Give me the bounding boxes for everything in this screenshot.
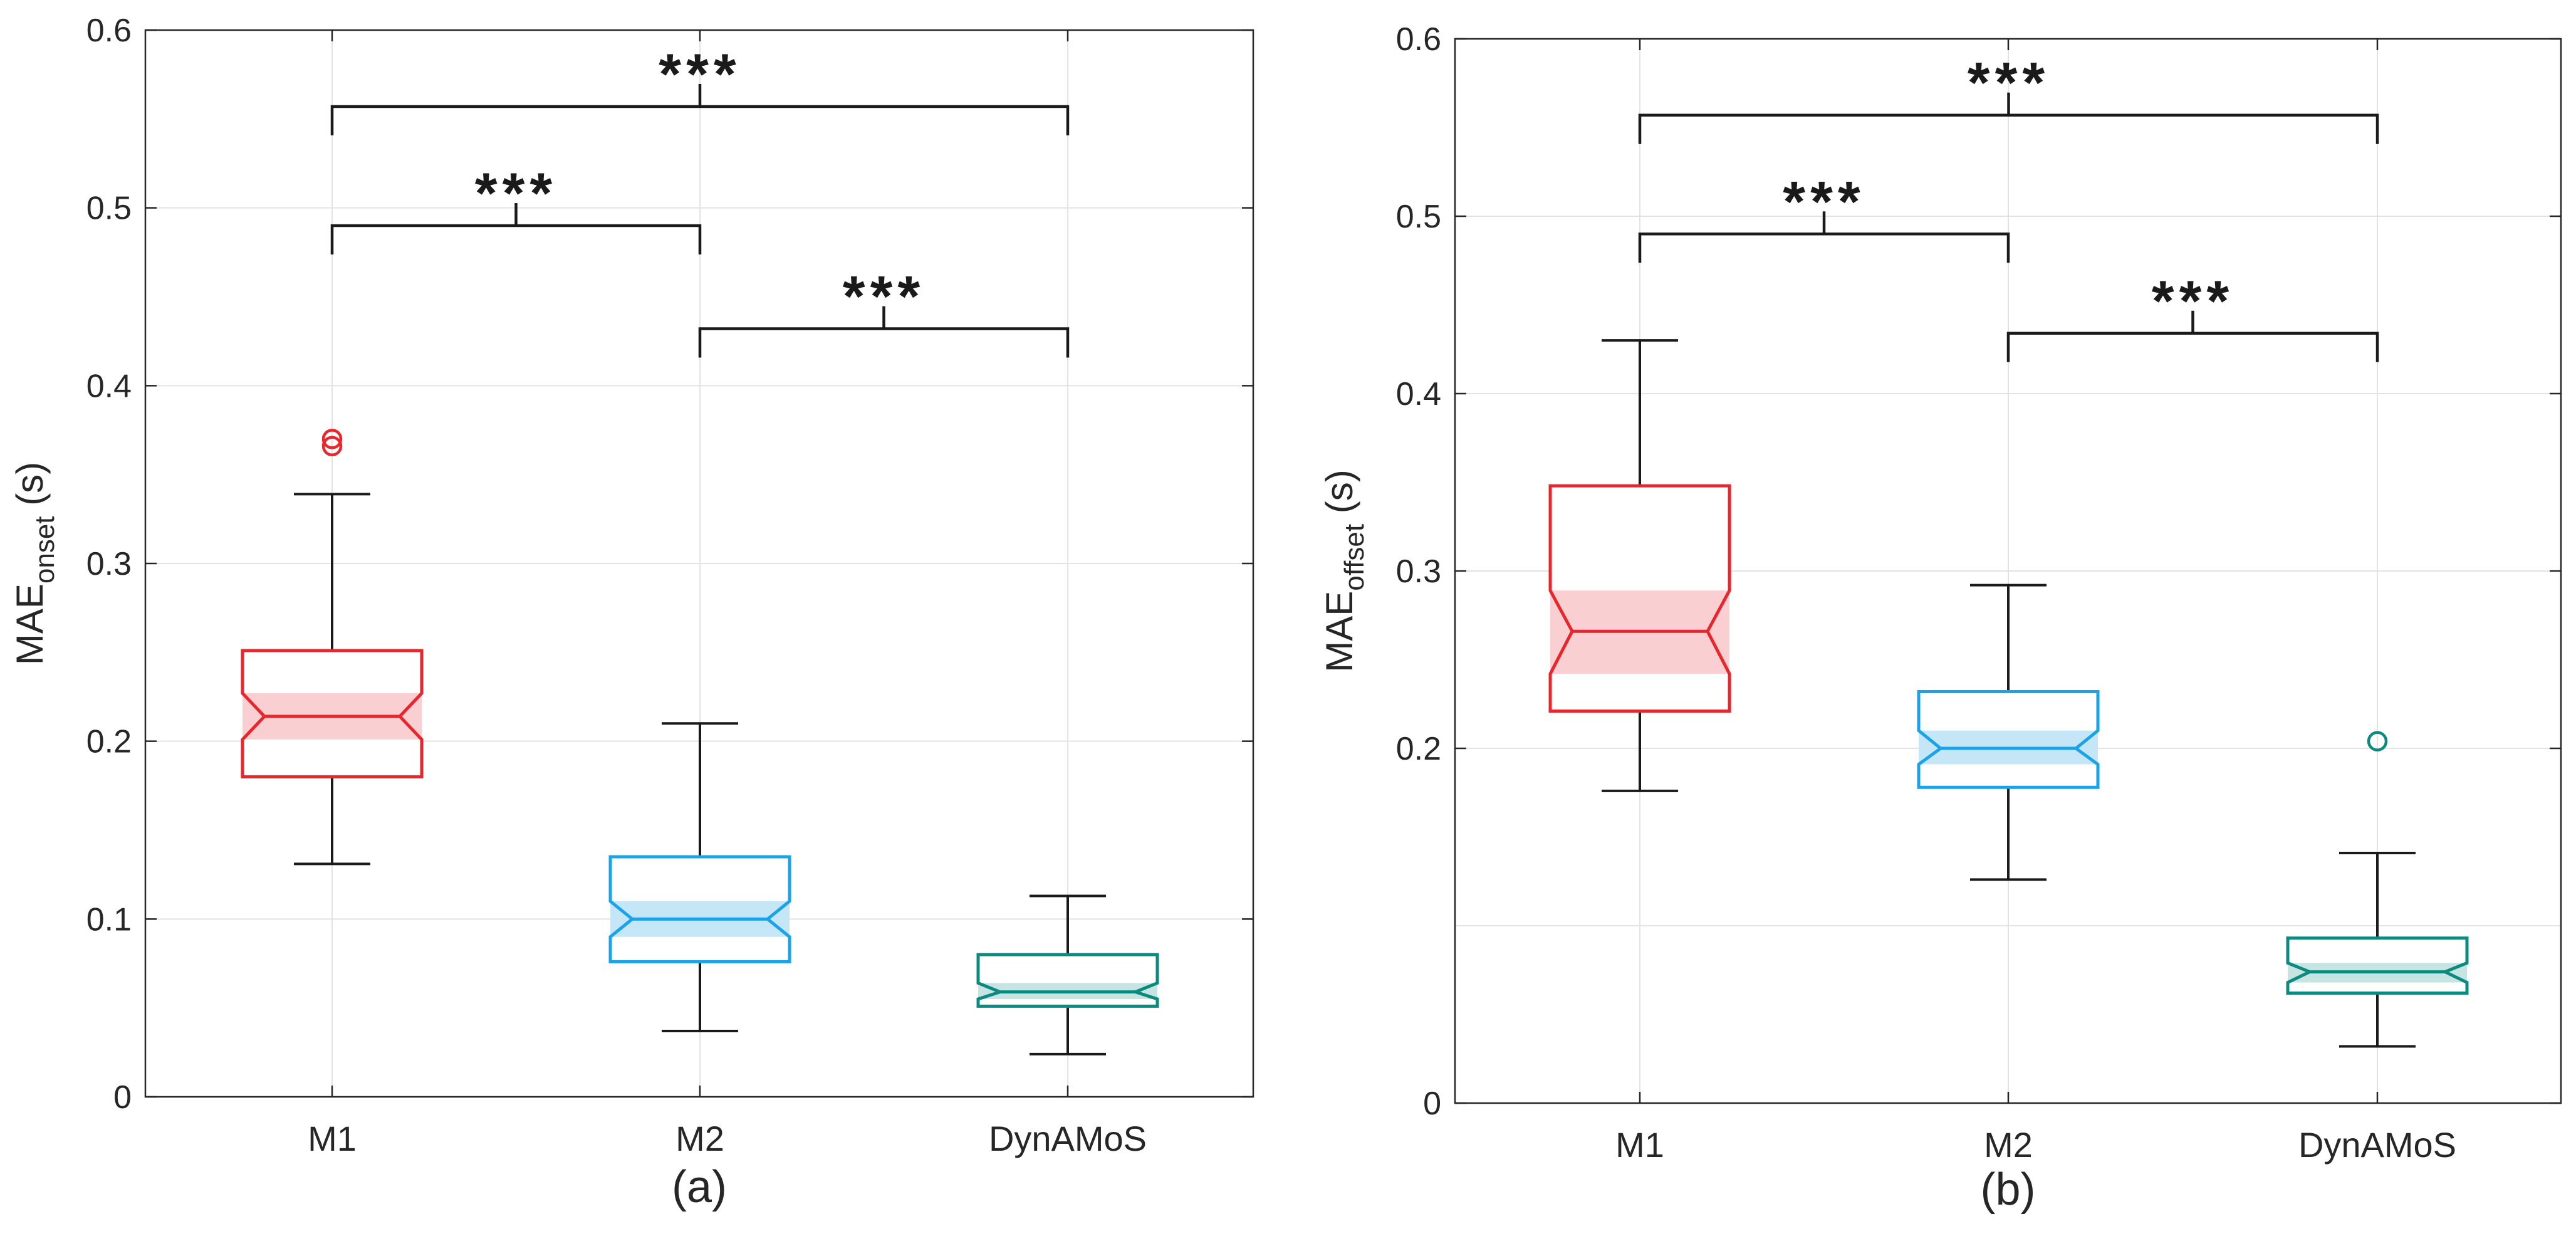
- outlier-marker: [321, 429, 343, 449]
- significance-bracket: ***: [2006, 270, 2379, 362]
- box-outline: [608, 855, 791, 963]
- y-axis-label: MAEoffset (s): [1318, 469, 1370, 673]
- y-tick-label: 0.3: [1396, 553, 1441, 590]
- significance-bracket: ***: [1638, 51, 2379, 144]
- y-tick-label: 0.5: [1396, 199, 1441, 235]
- y-tick-label: 0.6: [1396, 21, 1441, 58]
- x-tick-label: M1: [308, 1119, 357, 1158]
- y-tick-label: 0: [113, 1079, 132, 1116]
- outlier-marker: [321, 436, 343, 457]
- box-outline: [2286, 936, 2469, 995]
- y-tick-label: 0.2: [86, 724, 132, 760]
- y-axis-label-subscript: offset: [1339, 524, 1370, 591]
- x-tick-label: M2: [675, 1119, 724, 1158]
- significance-stars: ***: [1968, 51, 2050, 115]
- y-axis-label-unit: (s): [9, 462, 51, 516]
- x-tick-label: M1: [1615, 1125, 1664, 1165]
- y-tick-label: 0: [1423, 1086, 1441, 1122]
- y-tick-label: 0.4: [1396, 376, 1441, 412]
- significance-bracket: ***: [330, 162, 702, 255]
- chart-panel-b: 0 0.2 0.3 0.4 0.5 0.6 M1 M2 DynAMoS MAEoffset (s)…: [1318, 21, 2562, 1215]
- y-axis-label-subscript: onset: [29, 516, 60, 584]
- y-axis-label-main: MAE: [9, 584, 51, 665]
- box-dynamos: [976, 894, 1159, 1055]
- box-dynamos: [2286, 731, 2469, 1048]
- significance-stars: ***: [2152, 270, 2234, 333]
- x-tick-label: M2: [1984, 1125, 2033, 1165]
- y-tick-label: 0.2: [1396, 731, 1441, 767]
- panel-caption: (b): [1981, 1165, 2036, 1215]
- y-tick-label: 0.3: [86, 546, 132, 582]
- significance-stars: ***: [1783, 170, 1865, 234]
- box-m2: [608, 722, 791, 1033]
- significance-bracket: ***: [330, 43, 1070, 135]
- box-outline: [976, 953, 1159, 1008]
- y-axis-label-main: MAE: [1318, 591, 1360, 673]
- outlier-marker: [2367, 731, 2388, 751]
- box-m2: [1917, 584, 2100, 881]
- x-tick-label: DynAMoS: [989, 1119, 1147, 1158]
- significance-stars: ***: [843, 265, 925, 329]
- y-tick-label: 0.4: [86, 368, 132, 404]
- significance-stars: ***: [475, 162, 557, 226]
- box-outline: [241, 649, 424, 778]
- box-m1: [241, 429, 424, 866]
- box-m1: [1548, 339, 1731, 792]
- y-tick-label: 0.5: [86, 191, 132, 227]
- y-axis-label: MAEonset (s): [9, 462, 60, 665]
- x-tick-label: DynAMoS: [2298, 1125, 2456, 1165]
- y-tick-label: 0.6: [86, 13, 132, 49]
- bracket-line: [330, 105, 1070, 135]
- significance-stars: ***: [659, 43, 741, 107]
- significance-bracket: ***: [698, 265, 1070, 358]
- y-axis-label-unit: (s): [1318, 469, 1360, 524]
- y-tick-label: 0.1: [86, 901, 132, 938]
- panel-caption: (a): [672, 1162, 727, 1212]
- significance-bracket: ***: [1638, 170, 2010, 263]
- chart-panel-a: 0 0.1 0.2 0.3 0.4 0.5 0.6 M1 M2 DynAMoS MAEonset (…: [9, 13, 1254, 1212]
- box-outline: [1917, 689, 2100, 789]
- box-outline: [1548, 484, 1731, 713]
